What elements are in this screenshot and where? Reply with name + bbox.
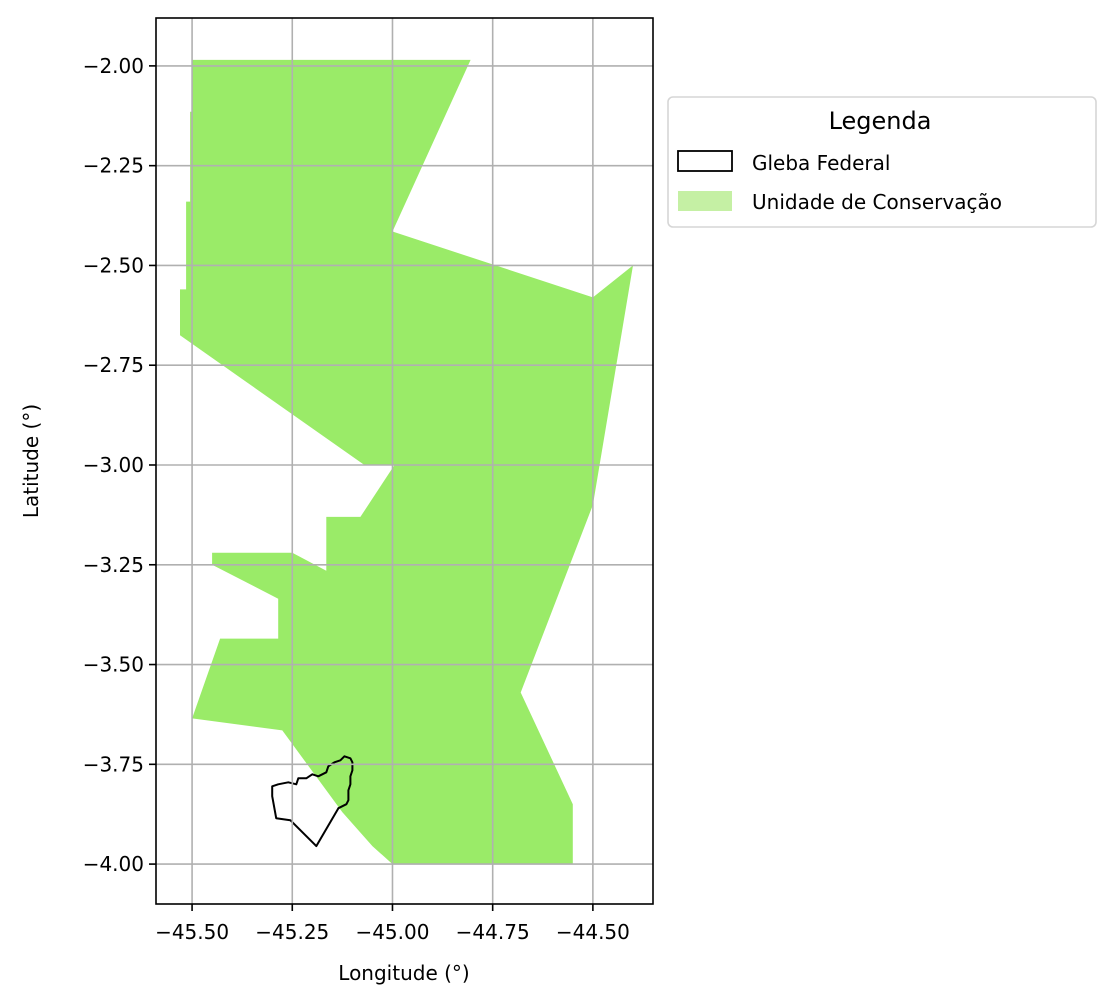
map-layers xyxy=(180,59,633,865)
x-axis-title: Longitude (°) xyxy=(338,961,469,985)
y-axis-title: Latitude (°) xyxy=(19,404,43,518)
legend-title: Legenda xyxy=(829,107,932,135)
plot-area: −45.50 −45.25 −45.00 −44.75 −44.50 −2.00 −2.2… xyxy=(83,17,654,944)
x-tick-label: −44.50 xyxy=(556,920,630,944)
y-axis: −2.00 −2.25 −2.50 −2.75 −3.00 −3.25 −3.50 −3.75… xyxy=(83,54,156,876)
x-tick-label: −45.00 xyxy=(355,920,429,944)
x-axis: −45.50 −45.25 −45.00 −44.75 −44.50 xyxy=(155,904,630,944)
plot-frame xyxy=(155,17,654,905)
x-tick-label: −45.25 xyxy=(255,920,329,944)
grid-lines xyxy=(156,18,653,904)
y-tick-label: −2.75 xyxy=(83,353,144,377)
gleba-federal-polygon xyxy=(271,755,354,848)
y-tick-label: −3.00 xyxy=(83,453,144,477)
y-tick-label: −4.00 xyxy=(83,852,144,876)
x-tick-label: −44.75 xyxy=(456,920,530,944)
legend-swatch-gleba-federal xyxy=(677,150,733,172)
legend-frame xyxy=(667,96,1097,228)
y-tick-label: −2.25 xyxy=(83,154,144,178)
y-tick-label: −3.50 xyxy=(83,653,144,677)
y-tick-label: −3.25 xyxy=(83,553,144,577)
legend-swatch-unidade-de-conservacao xyxy=(678,191,732,211)
legend-label-unidade-de-conservacao: Unidade de Conservação xyxy=(752,190,1002,214)
x-tick-label: −45.50 xyxy=(155,920,229,944)
legend-label-gleba-federal: Gleba Federal xyxy=(752,151,890,175)
legend: Legenda Gleba Federal Unidade de Conserv… xyxy=(667,96,1097,228)
y-tick-label: −2.00 xyxy=(83,54,144,78)
y-tick-label: −2.50 xyxy=(83,253,144,277)
unidade-de-conservacao-polygon xyxy=(180,59,633,865)
y-tick-label: −3.75 xyxy=(83,752,144,776)
